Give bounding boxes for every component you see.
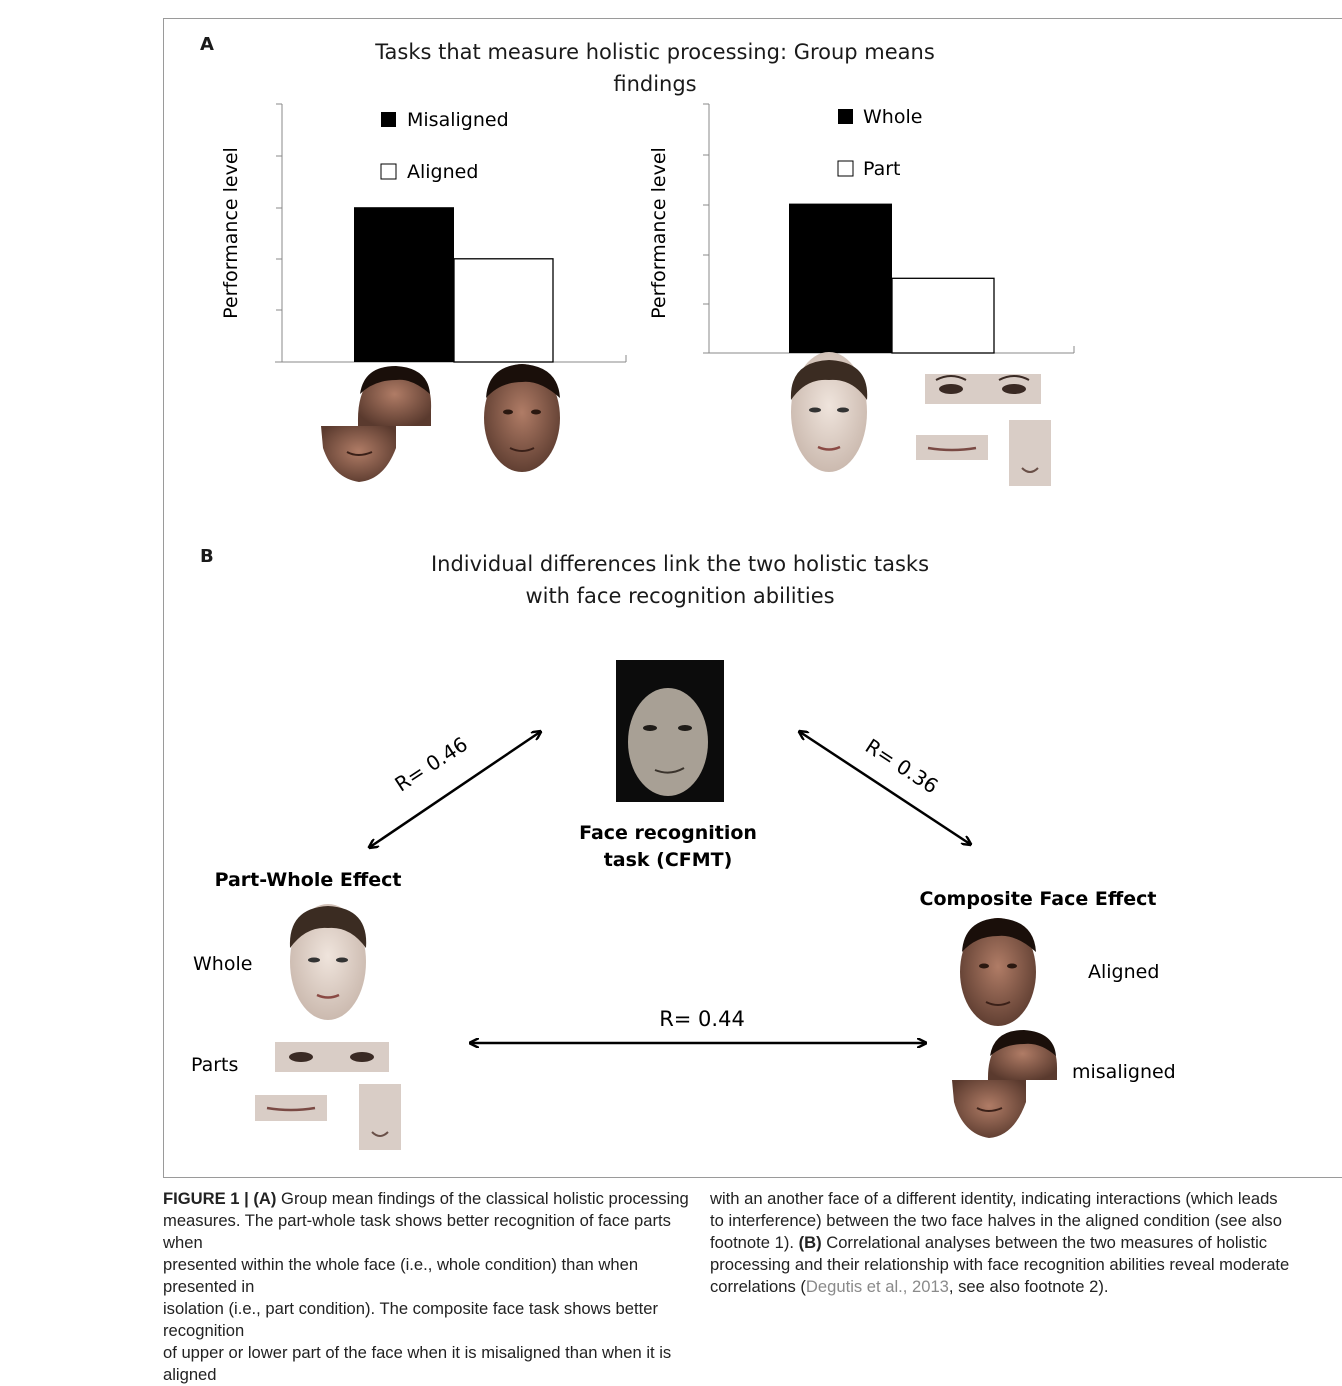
legend-swatch-whole	[838, 109, 853, 124]
y-axis-label: Performance level	[220, 147, 242, 319]
figure-label: FIGURE 1 |	[163, 1189, 254, 1208]
nose-part-image	[1009, 420, 1051, 486]
eyes-part-image	[925, 374, 1041, 404]
bar-part	[891, 277, 995, 354]
bar-whole	[789, 203, 892, 353]
chart-part-whole: Performance level Whole Part	[648, 103, 1075, 354]
y-axis-label: Performance level	[648, 147, 670, 319]
legend-swatch-aligned	[380, 163, 397, 180]
citation-link[interactable]: Degutis et al., 2013	[805, 1277, 949, 1296]
bar-aligned	[453, 258, 554, 363]
caption-column-1: FIGURE 1 | (A) Group mean findings of th…	[163, 1188, 698, 1386]
cfmt-face-image	[616, 660, 724, 802]
caption-line: with an another face of a different iden…	[710, 1189, 1278, 1208]
composite-heading: Composite Face Effect	[920, 888, 1157, 910]
misaligned-label: misaligned	[1072, 1061, 1176, 1083]
legend-swatch-part	[837, 160, 854, 177]
aligned-label: Aligned	[1088, 961, 1159, 983]
r-label-right: R= 0.36	[861, 734, 942, 799]
caption-line: to interference) between the two face ha…	[710, 1211, 1282, 1230]
legend-label-part: Part	[863, 158, 901, 180]
panel-b-title-line1: Individual differences link the two holi…	[430, 552, 930, 576]
whole-face-image	[790, 352, 868, 472]
caption-line: of upper or lower part of the face when …	[163, 1343, 672, 1384]
caption-line: isolation (i.e., part condition). The co…	[163, 1299, 658, 1340]
panel-b-title-line2: with face recognition abilities	[525, 584, 835, 608]
arrow-cfmt-composite	[800, 732, 970, 844]
panel-b-title: Individual differences link the two holi…	[380, 548, 980, 612]
part-whole-whole-face-image	[289, 904, 367, 1020]
part-whole-eyes-image	[275, 1042, 389, 1072]
caption-panel-a-ref: (A)	[253, 1189, 277, 1208]
caption-line: footnote 1). (B) Correlational analyses …	[710, 1233, 1268, 1252]
bar-misaligned	[354, 207, 454, 362]
r-label-bottom: R= 0.44	[659, 1007, 745, 1031]
legend-label-aligned: Aligned	[407, 161, 478, 183]
legend-label-misaligned: Misaligned	[407, 109, 509, 131]
panel-a-title: Tasks that measure holistic processing: …	[375, 40, 935, 96]
panel-a-letter: A	[200, 34, 214, 55]
part-whole-heading: Part-Whole Effect	[215, 869, 402, 891]
arrow-cfmt-partwhole	[370, 732, 540, 847]
chart-composite: Performance level Misaligned Aligned	[220, 103, 627, 363]
panel-b-letter: B	[200, 546, 214, 567]
figure-graphics: Performance level Misaligned Aligned	[191, 103, 1176, 1150]
caption-line: measures. The part-whole task shows bett…	[163, 1211, 671, 1252]
aligned-face-image	[484, 364, 560, 472]
part-whole-mouth-image	[255, 1095, 327, 1121]
parts-label: Parts	[191, 1054, 238, 1076]
legend-label-whole: Whole	[863, 106, 922, 128]
misaligned-face-image	[321, 366, 432, 482]
caption-line: processing and their relationship with f…	[710, 1255, 1290, 1274]
whole-label: Whole	[193, 953, 252, 975]
caption-line: correlations (Degutis et al., 2013, see …	[710, 1277, 1109, 1296]
cfmt-label-line2: task (CFMT)	[604, 849, 733, 871]
caption-panel-b-ref: (B)	[798, 1233, 822, 1252]
composite-misaligned-face-image	[952, 1030, 1058, 1138]
part-whole-nose-image	[359, 1084, 401, 1150]
caption-line: FIGURE 1 | (A) Group mean findings of th…	[163, 1189, 689, 1208]
composite-aligned-face-image	[960, 918, 1036, 1026]
figure-frame	[163, 18, 1342, 1178]
caption-line: presented within the whole face (i.e., w…	[163, 1255, 639, 1296]
legend-swatch-misaligned	[381, 112, 396, 127]
mouth-part-image	[916, 435, 988, 460]
caption-column-2: with an another face of a different iden…	[710, 1188, 1342, 1298]
cfmt-label-line1: Face recognition	[579, 822, 757, 844]
